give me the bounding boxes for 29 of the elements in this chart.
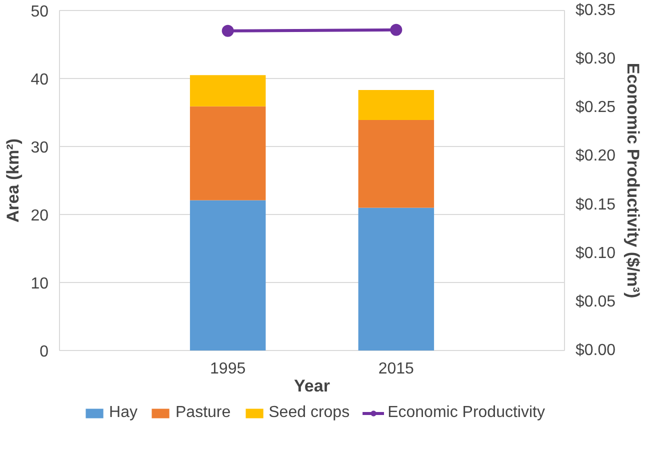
y-tick-label: 30 bbox=[30, 140, 49, 156]
x-tick-label: 1995 bbox=[210, 360, 246, 378]
y2-tick-label: $0.20 bbox=[576, 148, 616, 165]
legend-label: Pasture bbox=[175, 404, 231, 422]
bar bbox=[190, 106, 266, 200]
y2-tick-label: $0.05 bbox=[576, 293, 616, 310]
y-tick-label: 20 bbox=[30, 208, 49, 224]
y-tick-label: 10 bbox=[30, 276, 49, 292]
y2-tick-label: $0.00 bbox=[576, 342, 616, 359]
legend-label: Economic Productivity bbox=[388, 404, 545, 422]
bar bbox=[358, 90, 434, 120]
y-tick-label: 40 bbox=[30, 72, 49, 88]
bar bbox=[190, 75, 266, 106]
y2-tick-label: $0.25 bbox=[576, 99, 616, 116]
y-tick-label: 50 bbox=[30, 4, 49, 20]
bar bbox=[190, 200, 266, 350]
y-tick-label: 0 bbox=[40, 344, 49, 360]
y2-tick-label: $0.30 bbox=[576, 50, 616, 68]
y2-tick-label: $0.10 bbox=[576, 244, 616, 262]
bar bbox=[358, 120, 434, 208]
y2-tick-label: $0.35 bbox=[576, 2, 616, 19]
y-axis-title: Area (km²) bbox=[4, 138, 23, 223]
legend-label: Hay bbox=[109, 404, 138, 422]
y2-tick-label: $0.15 bbox=[576, 196, 616, 214]
x-tick-label: 2015 bbox=[378, 360, 414, 378]
x-axis-title: Year bbox=[294, 376, 330, 396]
bar bbox=[358, 208, 434, 350]
legend-label: Seed crops bbox=[268, 404, 350, 422]
y2-axis-title: Economic Productivity ($/m³) bbox=[624, 62, 643, 298]
